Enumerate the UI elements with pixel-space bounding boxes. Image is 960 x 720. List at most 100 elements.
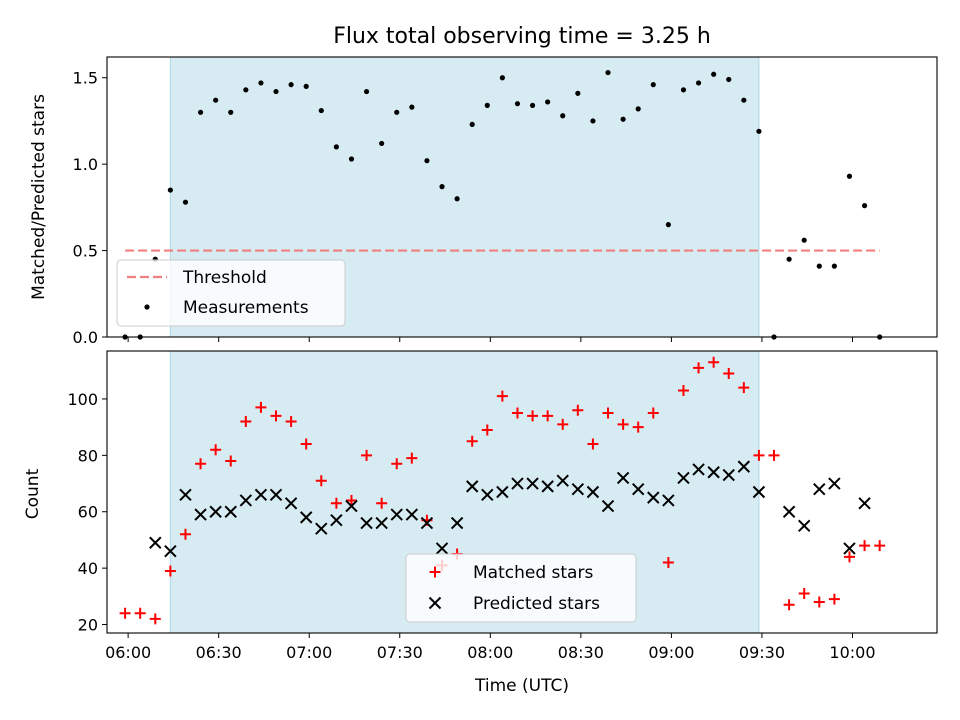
matched-stars-point (285, 416, 297, 427)
measurement-point (529, 102, 536, 108)
matched-stars-point (210, 444, 222, 456)
predicted-stars-point (239, 494, 253, 507)
measurements-legend-label: Measurements (183, 298, 309, 318)
x-axis-label: Time (UTC) (474, 676, 569, 696)
matched-stars-point (572, 404, 584, 416)
measurement-point (273, 88, 279, 95)
predicted-stars-point (662, 494, 675, 507)
bottom-panel: 20 40 60 80 100 06:00 06:30 07:00 07:30 08:00 08:3… (67, 350, 938, 662)
measurement-point (861, 203, 868, 209)
measurement-point (213, 97, 219, 103)
predicted-stars-point (224, 505, 237, 518)
matched-stars-point (783, 599, 795, 611)
predicted-stars-point (601, 499, 615, 513)
predicted-stars-point (194, 508, 207, 521)
bottom-y-axis-label: Count (23, 468, 43, 519)
bottom-y-tick-label: 80 (78, 446, 98, 465)
measurement-point (831, 263, 837, 269)
predicted-stars-point (269, 488, 283, 502)
measurement-point (424, 158, 430, 164)
matched-stars-point (361, 449, 373, 461)
x-tick-label: 06:30 (196, 643, 242, 662)
matched-stars-point (602, 407, 614, 419)
predicted-stars-legend-swatch (428, 596, 442, 610)
predicted-stars-point (179, 488, 192, 502)
matched-stars-point (647, 407, 659, 419)
matched-stars-point (255, 401, 267, 413)
predicted-stars-point (360, 516, 373, 530)
measurement-point (439, 184, 445, 190)
measurement-point (590, 118, 596, 124)
matched-stars-point (738, 382, 750, 394)
measurement-point (363, 88, 370, 95)
measurement-point (394, 109, 400, 115)
x-tick-label: 06:00 (105, 643, 151, 662)
top-panel: 0.0 0.5 1.0 1.5 Threshold Measurements (73, 56, 938, 347)
matched-stars-point (708, 356, 720, 368)
matched-stars-point (693, 362, 705, 374)
predicted-stars-point (526, 477, 539, 490)
matched-stars-point (225, 455, 237, 467)
measurement-point (484, 102, 490, 108)
measurement-point (454, 196, 460, 202)
matched-stars-point (632, 421, 644, 433)
predicted-stars-point (556, 474, 569, 487)
measurement-point (801, 237, 807, 243)
predicted-stars-point (450, 516, 464, 530)
matched-stars-point (798, 588, 810, 600)
measurement-point (741, 97, 747, 103)
matched-stars-point (527, 410, 539, 422)
top-y-tick-label: 0.5 (73, 242, 98, 261)
x-tick-label: 10:00 (829, 643, 875, 662)
predicted-stars-point (345, 499, 358, 513)
measurement-point (379, 140, 385, 147)
measurement-point (786, 256, 792, 262)
x-tick-label: 09:00 (648, 643, 694, 662)
bottom-axes-frame (106, 350, 938, 634)
top-y-tick-label: 1.0 (73, 155, 98, 174)
measurement-point (726, 76, 732, 83)
matched-stars-point (828, 593, 840, 605)
predicted-stars-point (511, 477, 524, 490)
matched-stars-point (134, 607, 146, 619)
matched-stars-point (164, 565, 176, 577)
matched-stars-point (874, 540, 886, 552)
measurement-point (348, 156, 355, 162)
predicted-stars-point (828, 477, 841, 490)
bottom-y-tick-label: 100 (67, 390, 98, 409)
matched-stars-point (195, 458, 207, 470)
measurement-point (680, 87, 687, 93)
predicted-stars-point (284, 497, 298, 510)
predicted-stars-point (164, 545, 177, 558)
measurement-point (318, 107, 324, 114)
matched-stars-point (240, 416, 252, 427)
matched-stars-legend-label: Matched stars (473, 563, 593, 583)
measurement-point (303, 83, 309, 89)
matched-stars-point (768, 449, 780, 461)
predicted-stars-point (209, 505, 222, 518)
predicted-stars-point (254, 488, 268, 502)
matched-stars-point (813, 596, 825, 608)
measurement-point (409, 104, 415, 110)
bottom-y-tick-label: 40 (78, 559, 98, 578)
x-tick-label: 07:00 (286, 643, 332, 662)
measurement-point (816, 263, 822, 269)
measurement-point (333, 144, 339, 150)
top-y-tick-label: 1.5 (73, 69, 98, 88)
predicted-stars-point (647, 491, 660, 504)
measurement-point (288, 82, 294, 88)
predicted-stars-point (813, 482, 826, 496)
bottom-legend: Matched stars Predicted stars (405, 553, 637, 623)
measurement-point (228, 109, 234, 115)
predicted-stars-point (299, 511, 313, 524)
predicted-stars-point (616, 471, 630, 485)
measurement-point (846, 173, 853, 179)
predicted-stars-point (797, 519, 811, 533)
predicted-stars-point (405, 508, 419, 521)
matched-stars-point (330, 497, 342, 509)
matched-stars-point (149, 613, 161, 625)
measurement-point (545, 99, 551, 105)
matched-stars-point (542, 410, 554, 422)
predicted-stars-point (375, 516, 388, 530)
